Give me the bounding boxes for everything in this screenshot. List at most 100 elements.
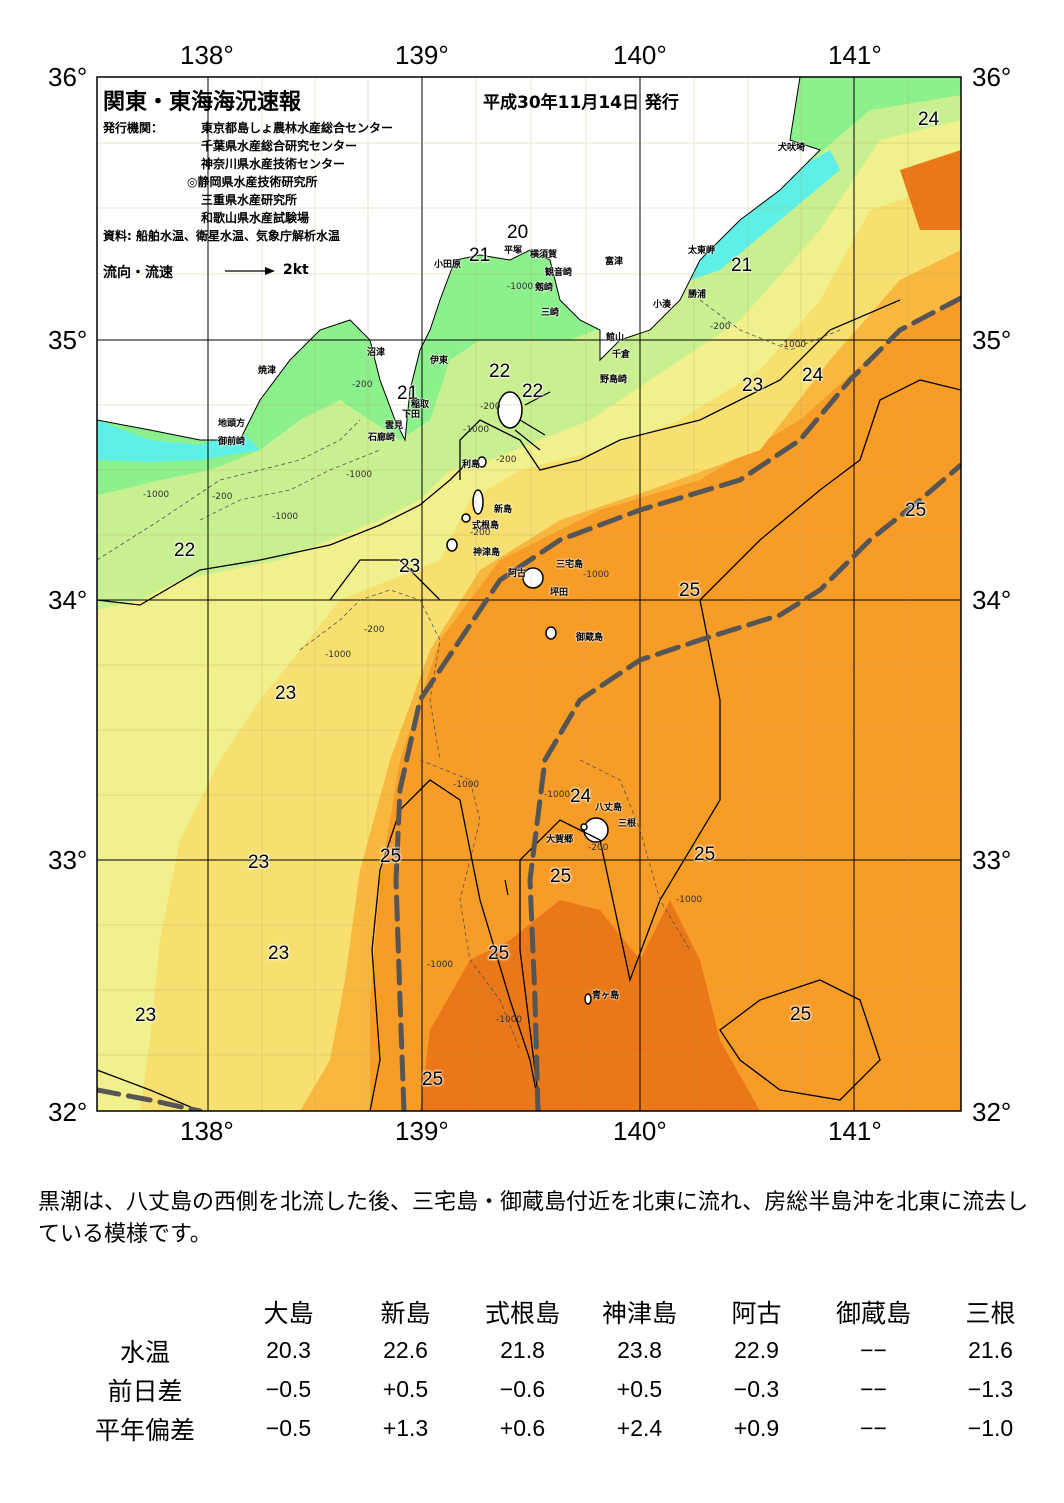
table-row: 水温 20.3 22.6 21.8 23.8 22.9 −− 21.6 xyxy=(60,1331,1049,1370)
column-header: 神津島 xyxy=(601,1298,677,1328)
isotherm-label: 23 xyxy=(742,375,764,396)
place-label: 下田 xyxy=(402,410,421,420)
zone-26 xyxy=(420,150,961,1111)
isotherm-label: 23 xyxy=(399,556,421,577)
flow-scale: 2kt xyxy=(283,262,309,278)
place-label: 坪田 xyxy=(550,588,569,598)
depth-label: -1000 xyxy=(780,340,807,350)
depth-label: -1000 xyxy=(143,490,170,500)
issuer: 千葉県水産総合研究センター xyxy=(201,139,358,153)
depth-label: -1000 xyxy=(346,470,373,480)
place-label: 新島 xyxy=(494,505,513,515)
column-header: 御蔵島 xyxy=(835,1298,911,1328)
place-label: 青ヶ島 xyxy=(592,991,620,1001)
place-label: 太東岬 xyxy=(688,246,716,256)
map-title: 関東・東海海況速報 xyxy=(103,90,302,115)
table-cell: +0.6 xyxy=(499,1415,546,1441)
table-header-row: 大島 新島 式根島 神津島 阿古 御蔵島 三根 xyxy=(60,1292,1049,1331)
place-label: 三根 xyxy=(618,819,637,829)
place-label: 小湊 xyxy=(653,300,672,310)
isotherm-label: 25 xyxy=(380,846,402,867)
isotherm-label: 24 xyxy=(570,786,592,807)
table-cell: −0.5 xyxy=(265,1415,312,1441)
lon-label-top: 140° xyxy=(613,40,667,70)
place-label: 八丈島 xyxy=(595,803,623,813)
place-label: 沼津 xyxy=(367,348,386,358)
place-label: 剱崎 xyxy=(535,283,554,293)
sea-temperature-map xyxy=(96,76,962,1112)
lon-label-bottom: 138° xyxy=(180,1116,234,1146)
isotherm-label: 25 xyxy=(679,580,701,601)
place-label: 雲見 xyxy=(385,421,404,431)
depth-label: -1000 xyxy=(583,570,610,580)
place-label: 犬吠埼 xyxy=(778,143,806,153)
place-label: 地頭方 xyxy=(218,419,246,429)
kuroshio-axis xyxy=(97,295,961,1111)
island-temperature-table: 大島 新島 式根島 神津島 阿古 御蔵島 三根 水温 20.3 22.6 21.… xyxy=(60,1292,1049,1448)
column-header: 阿古 xyxy=(731,1298,782,1328)
table-row: 平年偏差 −0.5 +1.3 +0.6 +2.4 +0.9 −− −1.0 xyxy=(60,1409,1049,1448)
isotherm-label: 23 xyxy=(248,852,270,873)
table-cell: +1.3 xyxy=(382,1415,429,1441)
lon-label-top: 141° xyxy=(828,40,882,70)
depth-label: -200 xyxy=(588,843,609,853)
isotherm-label: 24 xyxy=(802,365,824,386)
table-cell: 20.3 xyxy=(266,1337,311,1363)
flow-label: 流向・流速 xyxy=(103,265,173,281)
isotherm-label: 22 xyxy=(174,540,196,561)
table-cell: −1.0 xyxy=(967,1415,1014,1441)
isotherm-label: 25 xyxy=(488,943,510,964)
isotherm-label: 23 xyxy=(135,1005,157,1026)
table-cell: 23.8 xyxy=(617,1337,662,1363)
isotherm-label: 24 xyxy=(918,109,940,130)
issuer: 神奈川県水産技術センター xyxy=(201,157,346,171)
depth-label: -1000 xyxy=(427,960,454,970)
minor-grid xyxy=(97,77,961,1111)
lat-label-left: 32° xyxy=(48,1097,88,1127)
table-cell: +0.5 xyxy=(616,1376,663,1402)
isotherm-label: 21 xyxy=(731,255,753,276)
place-label: 野島崎 xyxy=(600,375,628,385)
issuer: 和歌山県水産試験場 xyxy=(201,211,310,225)
place-label: 御前崎 xyxy=(218,437,246,447)
summary-text: 黒潮は、八丈島の西側を北流した後、三宅島・御蔵島付近を北東に流れ、房総半島沖を北… xyxy=(38,1190,1029,1247)
isotherm-label: 20 xyxy=(507,222,529,243)
column-header: 三根 xyxy=(965,1298,1016,1328)
table-row: 前日差 −0.5 +0.5 −0.6 +0.5 −0.3 −− −1.3 xyxy=(60,1370,1049,1409)
issuer: ◎静岡県水産技術研究所 xyxy=(187,175,318,189)
table-cell: +0.9 xyxy=(733,1415,780,1441)
depth-label: -200 xyxy=(480,402,501,412)
row-label: 水温 xyxy=(119,1337,170,1367)
isotherm-label: 23 xyxy=(268,943,290,964)
place-label: 御蔵島 xyxy=(576,633,604,643)
lat-label-right: 35° xyxy=(972,325,1012,355)
lat-label-right: 33° xyxy=(972,845,1012,875)
islands xyxy=(446,391,609,1005)
lon-label-bottom: 140° xyxy=(613,1116,667,1146)
depth-label: -1000 xyxy=(676,895,703,905)
depth-label: -200 xyxy=(364,625,385,635)
depth-label: -1000 xyxy=(272,512,299,522)
lat-label-left: 34° xyxy=(48,585,88,615)
depth-label: -200 xyxy=(470,528,491,538)
depth-label: -200 xyxy=(496,455,517,465)
depth-contours xyxy=(97,299,841,1051)
flow-arrow-icon xyxy=(225,267,275,275)
place-label: 三崎 xyxy=(541,308,560,318)
table-cell: 22.6 xyxy=(383,1337,428,1363)
place-label: 石廊崎 xyxy=(368,433,396,443)
place-label: 利島 xyxy=(462,460,481,470)
issuer: 三重県水産研究所 xyxy=(201,193,298,207)
issue-date: 平成30年11月14日 発行 xyxy=(483,93,679,113)
place-label: 館山 xyxy=(606,333,625,343)
data-source: 資料: 船舶水温、衛星水温、気象庁解析水温 xyxy=(103,229,340,243)
table-cell: −− xyxy=(860,1415,887,1441)
table-cell: −0.5 xyxy=(265,1376,312,1402)
place-label: 伊東 xyxy=(430,356,449,366)
lat-label-left: 35° xyxy=(48,325,88,355)
flow-arrows xyxy=(504,391,551,896)
table-cell: +0.5 xyxy=(382,1376,429,1402)
lat-label-right: 36° xyxy=(972,62,1012,92)
depth-label: -200 xyxy=(212,492,233,502)
